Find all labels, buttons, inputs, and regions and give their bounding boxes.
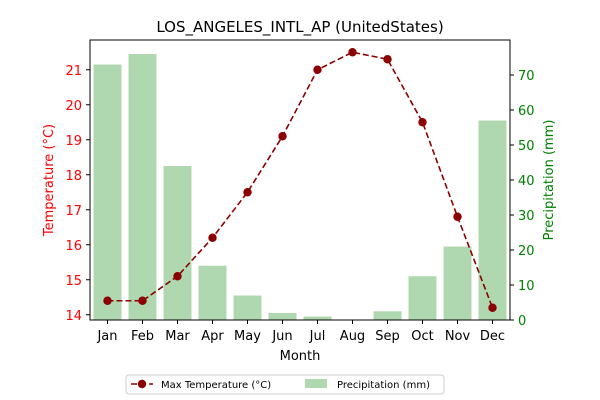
x-tick-label-apr: Apr (201, 329, 224, 344)
y-axis-right: 0 10 20 30 40 50 60 70 (510, 69, 535, 329)
precip-bar-dec (478, 120, 507, 320)
y-left-tick-label-17: 17 (65, 204, 82, 219)
legend-label-temperature: Max Temperature (°C) (161, 380, 271, 391)
precipitation-bars (93, 54, 507, 320)
y-left-tick-label-18: 18 (65, 169, 82, 184)
x-tick-label-jun: Jun (271, 329, 292, 344)
legend: Max Temperature (°C) Precipitation (mm) (125, 374, 445, 395)
temperature-point-nov (453, 212, 462, 221)
temperature-line (103, 48, 497, 312)
precip-bar-jul (303, 316, 332, 320)
temperature-point-jun (278, 132, 287, 141)
y-left-tick-label-15: 15 (65, 274, 82, 289)
temperature-point-oct (418, 118, 427, 127)
y-left-tick-label-19: 19 (65, 134, 82, 149)
temperature-series-line (107, 51, 494, 309)
y-right-tick-label-40: 40 (518, 174, 535, 189)
legend-frame (125, 374, 445, 395)
temperature-point-aug (348, 48, 357, 57)
legend-label-precipitation: Precipitation (mm) (337, 380, 430, 391)
y-right-tick-label-20: 20 (518, 244, 535, 259)
temperature-point-jul (313, 65, 322, 74)
temperature-point-feb (138, 296, 147, 305)
y-right-tick-label-60: 60 (518, 104, 535, 119)
y-right-tick-label-0: 0 (518, 314, 526, 329)
temperature-point-dec (488, 303, 497, 312)
x-tick-label-feb: Feb (131, 329, 154, 344)
temperature-point-apr (208, 233, 217, 242)
y-right-tick-label-70: 70 (518, 69, 535, 84)
x-tick-label-mar: Mar (165, 329, 190, 344)
x-tick-label-jul: Jul (309, 329, 326, 344)
x-tick-label-oct: Oct (411, 329, 433, 344)
y-axis-left-label: Temperature (°C) (42, 124, 57, 237)
y-left-tick-label-20: 20 (65, 99, 82, 114)
temperature-point-may (243, 188, 252, 197)
y-right-tick-label-10: 10 (518, 279, 535, 294)
chart-title: LOS_ANGELES_INTL_AP (UnitedStates) (156, 18, 443, 37)
temperature-point-sep (383, 55, 392, 64)
x-tick-label-nov: Nov (445, 329, 471, 344)
x-tick-label-dec: Dec (480, 329, 505, 344)
x-tick-label-aug: Aug (340, 329, 365, 344)
precip-bar-apr (198, 265, 227, 320)
y-right-tick-label-50: 50 (518, 139, 535, 154)
y-left-tick-label-14: 14 (65, 309, 82, 324)
temperature-point-mar (173, 272, 182, 281)
y-right-tick-label-30: 30 (518, 209, 535, 224)
precip-bar-mar (163, 166, 192, 320)
precip-bar-may (233, 295, 262, 320)
x-axis-label: Month (280, 349, 321, 364)
x-tick-label-jan: Jan (96, 329, 117, 344)
temperature-point-jan (103, 296, 112, 305)
precip-bar-feb (128, 54, 157, 320)
x-tick-label-sep: Sep (375, 329, 400, 344)
y-left-tick-label-16: 16 (65, 239, 82, 254)
legend-marker-swatch (137, 379, 147, 389)
precip-bar-jan (93, 64, 122, 320)
y-left-tick-label-21: 21 (65, 64, 82, 79)
y-axis-left: 14 15 16 17 18 19 20 21 (65, 64, 90, 324)
y-axis-right-label: Precipitation (mm) (542, 120, 557, 241)
precip-bar-sep (373, 311, 402, 320)
precip-bar-oct (408, 276, 437, 320)
precip-bar-jun (268, 313, 297, 320)
legend-bar-swatch (305, 379, 327, 388)
x-axis: Jan Feb Mar Apr May Jun Jul Aug Sep Oct Nov Dec (96, 320, 505, 344)
precip-bar-nov (443, 246, 472, 320)
x-tick-label-may: May (234, 329, 261, 344)
